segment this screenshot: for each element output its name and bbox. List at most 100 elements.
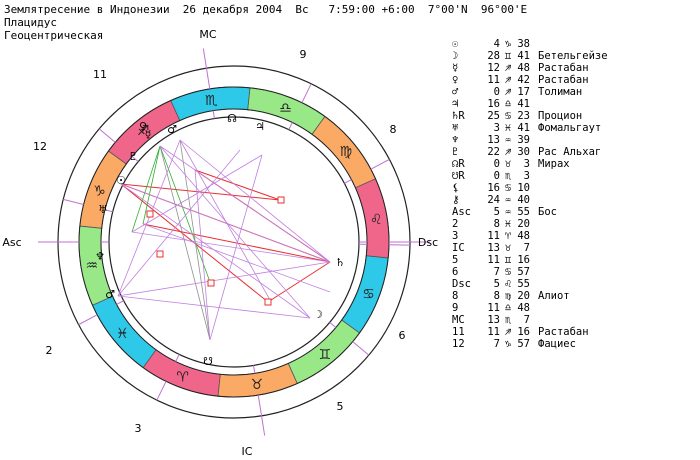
degree: 24 [487, 194, 500, 206]
cusp-line [116, 300, 124, 305]
cusp-line [63, 198, 84, 205]
aspect-line [131, 231, 331, 263]
degree: 11 [487, 302, 500, 314]
fixed-star: Растабан [538, 62, 589, 74]
aspect-line [179, 139, 211, 341]
degree: 4 [493, 38, 500, 50]
aspect-marker [264, 298, 272, 306]
sign-glyph: ♐ [137, 123, 150, 139]
planet-glyph: ♇ [128, 150, 138, 163]
cusp-line [301, 83, 312, 103]
sign-glyph: ♎ [279, 100, 292, 116]
planet-glyph: ♄ [335, 256, 345, 269]
minutes: 16 [517, 326, 530, 338]
sign-glyph: ♋ [504, 266, 512, 278]
cusp-line [288, 122, 293, 130]
fixed-star: Фомальгаут [538, 122, 602, 134]
minutes: 48 [517, 230, 530, 242]
chart-title: Землятресение в Индонезии 26 декабря 200… [4, 3, 528, 16]
body-glyph: ☋R [452, 170, 465, 182]
cusp-line [253, 365, 256, 374]
cusp-line [257, 395, 266, 436]
body-glyph: ☊R [452, 158, 465, 170]
body-glyph: ♆ [452, 134, 459, 146]
degree: 13 [487, 314, 500, 326]
aspect-line [131, 145, 161, 233]
body-glyph: ♂ [452, 86, 459, 98]
degree: 11 [487, 326, 500, 338]
degree: 5 [493, 278, 500, 290]
aspect-line [159, 145, 211, 341]
minutes: 10 [517, 182, 530, 194]
house-number: 3 [135, 422, 142, 435]
aspect-line [142, 223, 331, 293]
degree: 3 [493, 122, 500, 134]
sign-glyph: ♐ [504, 146, 512, 158]
cusp-line [156, 381, 167, 401]
degree: 13 [487, 242, 500, 254]
sign-glyph: ♏ [504, 170, 512, 182]
fixed-star: Процион [538, 110, 583, 122]
table-row: ☉ 4 ♑ 38 [452, 38, 692, 50]
house-system: Плацидус [4, 16, 57, 29]
degree: 11 [487, 74, 500, 86]
sign-glyph: ♊ [504, 50, 512, 62]
sign-glyph: ♌ [370, 212, 383, 228]
fixed-star: Растабан [538, 326, 589, 338]
sign-glyph: ♊ [319, 347, 332, 363]
minutes: 55 [517, 206, 530, 218]
sign-glyph: ♑ [93, 184, 106, 200]
minutes: 42 [517, 74, 530, 86]
planet-glyph: ♀ [139, 120, 147, 133]
house-cusps [38, 48, 430, 436]
aspect-line [131, 154, 263, 233]
planet-glyph: ♂ [105, 288, 115, 301]
planet-glyph: ☊ [227, 112, 237, 125]
body-glyph: ☉ [452, 38, 459, 50]
minutes: 55 [517, 278, 530, 290]
sign-glyph: ♐ [504, 62, 512, 74]
sign-glyph: ♋ [504, 110, 512, 122]
minutes: 57 [517, 266, 530, 278]
aspect-marker [156, 250, 164, 258]
body-glyph: ♄R [452, 110, 465, 122]
aspect-line [179, 139, 331, 263]
table-row: ☊R 0 ♉ 3 Мирах [452, 158, 692, 170]
sign-glyph: ♒ [504, 194, 512, 206]
table-row: ☽ 28 ♊ 41 Бетельгейзе [452, 50, 692, 62]
house-number: 12 [33, 140, 47, 153]
aspect-marker [277, 196, 285, 204]
planet-glyph: ♅ [98, 203, 108, 216]
sign-glyph: ♌ [504, 278, 512, 290]
aspect-line [120, 183, 311, 319]
degree: 13 [487, 134, 500, 146]
table-row: ♃ 16 ♎ 41 [452, 98, 692, 110]
body-glyph: ⚸ [452, 182, 460, 194]
cusp-line [370, 158, 390, 170]
degree: 25 [487, 110, 500, 122]
body-glyph: ⚷ [452, 194, 460, 206]
sign-glyph: ♑ [504, 338, 512, 350]
asc-label: Asc [2, 236, 21, 249]
degree: 7 [493, 338, 500, 350]
ic-label: IC [242, 445, 253, 458]
aspect-line [159, 145, 311, 319]
cusp-line [202, 48, 211, 89]
cusp-line [175, 354, 180, 362]
house-number: 6 [399, 329, 406, 342]
wheel-labels: Asc Dsc MC IC 11 9 8 12 2 6 3 5 [2, 28, 438, 458]
house-number: 2 [46, 344, 53, 357]
body-glyph: ♅ [452, 122, 459, 134]
minutes: 48 [517, 302, 530, 314]
sign-glyph: ♉ [504, 158, 512, 170]
aspect-line [120, 183, 331, 263]
house-number: 5 [337, 400, 344, 413]
cusp-line [78, 314, 98, 326]
aspect-line [267, 261, 331, 303]
body-glyph: ♇ [452, 146, 459, 158]
planet-glyph: ☉ [116, 174, 126, 187]
table-row: ♂ 0 ♐ 17 Толиман [452, 86, 692, 98]
body-glyph: ♀ [452, 74, 459, 86]
body-glyph: 9 [452, 302, 459, 314]
body-glyph: MC [452, 314, 465, 326]
